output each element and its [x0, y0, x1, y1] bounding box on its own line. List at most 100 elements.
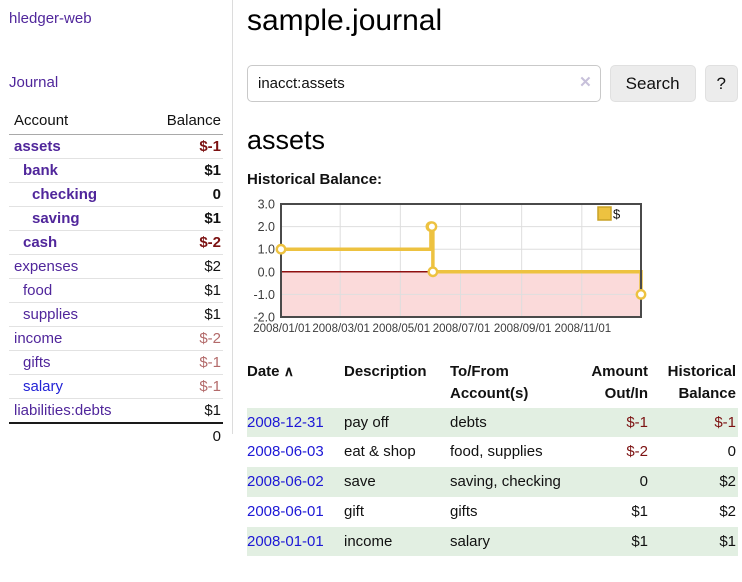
app-title-link[interactable]: hledger-web	[9, 10, 92, 27]
account-balance: $-1	[143, 350, 223, 375]
svg-text:2008/01/01: 2008/01/01	[253, 323, 311, 335]
transaction-accounts: saving, checking	[450, 467, 570, 497]
account-row: cash $-2	[9, 230, 223, 255]
transaction-balance: $-1	[650, 407, 738, 438]
account-balance: $1	[143, 278, 223, 303]
transaction-amount: $1	[570, 526, 650, 557]
register-header-date[interactable]: Date ∧	[247, 363, 294, 380]
svg-text:1.0: 1.0	[258, 243, 275, 257]
sidebar-account-link[interactable]: saving	[32, 210, 80, 227]
transaction-accounts: gifts	[450, 502, 478, 520]
sidebar-account-link[interactable]: liabilities:debts	[14, 402, 112, 419]
account-balance: $1	[143, 398, 223, 424]
account-row: checking 0	[9, 182, 223, 207]
register-header-accounts: To/From Account(s)	[450, 363, 529, 402]
accounts-table: Account Balance assets $-1 bank $1 checking 0…	[9, 109, 223, 448]
account-balance: $1	[143, 302, 223, 327]
transaction-date-link[interactable]: 2008-01-01	[247, 532, 324, 550]
account-balance: $-1	[143, 134, 223, 159]
account-row: expenses $2	[9, 254, 223, 279]
sidebar-account-link[interactable]: supplies	[23, 306, 79, 323]
transaction-amount: 0	[570, 467, 650, 497]
sidebar-account-link[interactable]: salary	[23, 378, 64, 395]
transaction-date-link[interactable]: 2008-01-01	[247, 526, 344, 557]
register-header-balance: Historical Balance	[667, 363, 736, 402]
svg-text:-1.0: -1.0	[253, 288, 275, 302]
account-row: gifts $-1	[9, 350, 223, 375]
sidebar-account-link[interactable]: cash	[23, 234, 58, 251]
transaction-description: pay off	[344, 407, 450, 438]
account-balance: 0	[143, 182, 223, 207]
account-row: saving $1	[9, 206, 223, 231]
register-row: 2008-12-31 pay off debts $-1 $-1	[247, 407, 738, 438]
sidebar-account-link[interactable]: food	[23, 282, 53, 299]
transaction-accounts: debts	[450, 407, 570, 438]
register-header-amount: Amount Out/In	[591, 363, 648, 402]
register-row: 2008-01-01 income salary $1 $1	[247, 526, 738, 557]
account-balance: $1	[143, 206, 223, 231]
sidebar-account-link[interactable]: checking	[32, 186, 98, 203]
accounts-header-account: Account	[9, 109, 143, 135]
search-input[interactable]	[247, 65, 601, 102]
register-header-description: Description	[344, 363, 427, 380]
sidebar-account-link[interactable]: expenses	[14, 258, 79, 275]
svg-text:-2.0: -2.0	[253, 311, 275, 325]
main-content: sample.journal ✕ Search ? assets Histori…	[247, 0, 738, 557]
historical-balance-chart[interactable]: 3.0 2.0 1.0 0.0 -1.0 -2.0 2008/01/01 2008/03/01…	[247, 196, 738, 341]
account-row: income $-2	[9, 326, 223, 351]
sort-asc-icon: ∧	[283, 363, 294, 379]
accounts-total-row: 0	[9, 423, 223, 448]
register-row: 2008-06-01 gift gifts $1 $2	[247, 497, 738, 527]
transaction-description: gift	[344, 502, 365, 520]
transaction-date-link[interactable]: 2008-06-03	[247, 437, 344, 467]
transaction-balance: 0	[727, 443, 736, 461]
accounts-total-value: 0	[212, 428, 221, 445]
transaction-date-link[interactable]: 2008-06-02	[247, 473, 324, 490]
svg-text:2008/03/01: 2008/03/01	[312, 323, 370, 335]
transaction-amount: $1	[631, 502, 648, 520]
transaction-accounts: food, supplies	[450, 443, 543, 461]
sidebar-account-link[interactable]: gifts	[23, 354, 51, 371]
search-button[interactable]: Search	[609, 65, 696, 102]
search-form: ✕ Search ?	[247, 65, 738, 102]
transaction-balance: $2	[719, 502, 736, 520]
svg-text:2008/09/01: 2008/09/01	[494, 323, 552, 335]
account-row: supplies $1	[9, 302, 223, 327]
account-row: bank $1	[9, 158, 223, 183]
svg-text:3.0: 3.0	[258, 198, 275, 212]
search-help-button[interactable]: ?	[704, 65, 738, 102]
transaction-date-link[interactable]: 2008-06-01	[247, 497, 344, 527]
transaction-date-link[interactable]: 2008-12-31	[247, 413, 324, 431]
svg-text:2008/07/01: 2008/07/01	[433, 323, 491, 335]
transaction-date-link[interactable]: 2008-06-02	[247, 467, 344, 497]
svg-text:$: $	[613, 207, 621, 222]
transaction-description: income	[344, 526, 450, 557]
transaction-description: eat & shop	[344, 443, 416, 461]
account-row: liabilities:debts $1	[9, 398, 223, 424]
search-box: ✕	[247, 65, 601, 102]
account-balance: $-2	[143, 326, 223, 351]
sidebar-account-link[interactable]: income	[14, 330, 63, 347]
clear-search-icon[interactable]: ✕	[579, 74, 592, 91]
svg-text:2008/11/01: 2008/11/01	[554, 323, 611, 335]
svg-text:2008/05/01: 2008/05/01	[373, 323, 431, 335]
svg-text:2.0: 2.0	[258, 220, 275, 234]
account-row: salary $-1	[9, 374, 223, 399]
register-row: 2008-06-02 save saving, checking 0 $2	[247, 467, 738, 497]
sidebar-account-link[interactable]: bank	[23, 162, 59, 179]
sidebar-account-link[interactable]: assets	[14, 138, 61, 155]
transaction-date-link[interactable]: 2008-12-31	[247, 407, 344, 438]
account-balance: $2	[143, 254, 223, 279]
register-row: 2008-06-03 eat & shop food, supplies $-2 0	[247, 437, 738, 467]
transaction-date-link[interactable]: 2008-06-03	[247, 443, 324, 461]
page-title: sample.journal	[247, 4, 443, 37]
sidebar-item-journal[interactable]: Journal	[9, 74, 59, 91]
account-row: assets $-1	[9, 134, 223, 159]
transaction-accounts: salary	[450, 526, 570, 557]
transaction-balance: $1	[650, 526, 738, 557]
transaction-date-link[interactable]: 2008-06-01	[247, 502, 324, 520]
transaction-description: save	[344, 467, 450, 497]
svg-text:0.0: 0.0	[258, 265, 275, 279]
sidebar: hledger-web Journal Account Balance asse…	[0, 0, 233, 445]
